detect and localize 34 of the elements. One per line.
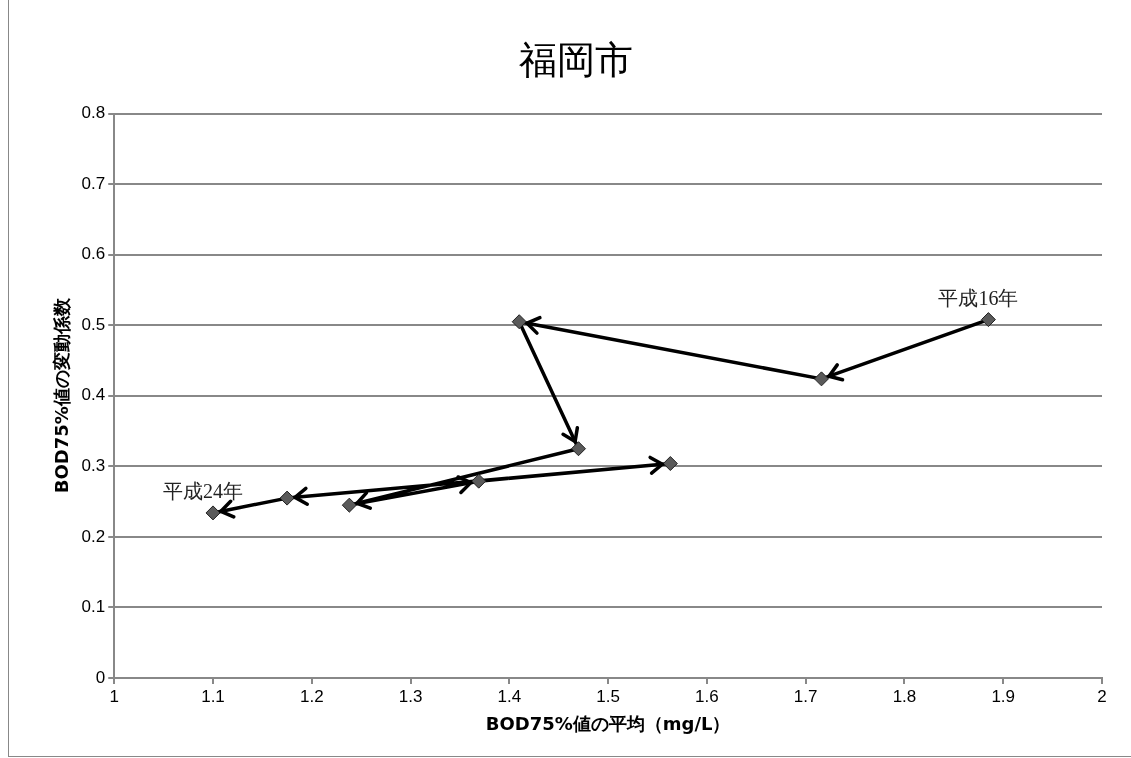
x-tick-label: 1 [109, 686, 119, 706]
x-tick-label: 1.6 [695, 686, 719, 706]
point [511, 314, 527, 330]
x-tick-label: 1.1 [201, 686, 225, 706]
annotation: 平成24年 [163, 480, 244, 503]
x-tick-label: 1.4 [497, 686, 522, 706]
y-tick-label: 0.4 [81, 385, 106, 405]
x-tick-label: 1.7 [793, 686, 818, 706]
point [980, 312, 996, 328]
point [205, 505, 221, 521]
y-tick-label: 0.1 [81, 597, 106, 617]
y-axis-title: BOD75%値の変動係数 [51, 297, 73, 494]
y-tick-label: 0.7 [81, 173, 106, 193]
x-tick-label: 1.8 [892, 686, 917, 706]
y-tick-label: 0.2 [81, 526, 106, 546]
x-tick-label: 1.5 [596, 686, 620, 706]
x-tick-label: 1.9 [991, 686, 1016, 706]
y-tick-label: 0 [95, 667, 106, 687]
point [279, 490, 295, 506]
point [813, 371, 829, 387]
point [341, 497, 357, 513]
y-tick-label: 0.3 [81, 456, 106, 476]
x-tick-label: 2 [1097, 686, 1107, 706]
point [471, 473, 487, 489]
y-tick-label: 0.5 [81, 314, 106, 334]
y-tick-label: 0.8 [81, 103, 106, 123]
point [570, 441, 586, 457]
x-tick-label: 1.3 [398, 686, 423, 706]
y-tick-label: 0.6 [81, 244, 106, 264]
annotation: 平成16年 [938, 286, 1019, 309]
chart-title: 福岡市 [518, 38, 633, 81]
point [662, 456, 678, 472]
x-axis-title: BOD75%値の平均（mg/L） [485, 712, 731, 734]
x-tick-label: 1.2 [299, 686, 324, 706]
